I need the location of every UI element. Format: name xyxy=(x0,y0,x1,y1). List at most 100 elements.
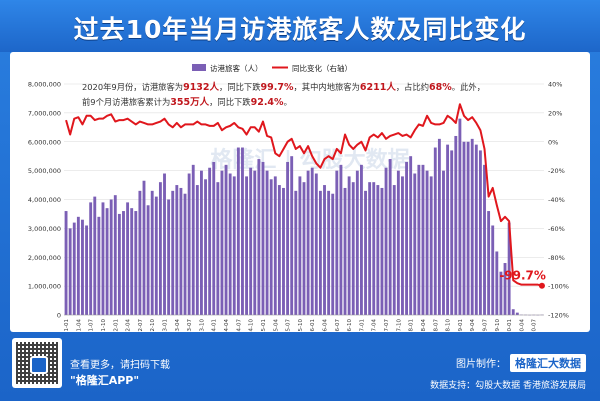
bar xyxy=(380,187,384,315)
bar xyxy=(474,144,478,315)
bar xyxy=(462,141,466,315)
x-tick-label: 2015-07 xyxy=(286,319,292,332)
x-tick-label: 2013-07 xyxy=(187,319,193,332)
x-tick-label: 2017-10 xyxy=(396,319,402,332)
x-tick-label: 2016-01 xyxy=(310,319,316,332)
bar xyxy=(187,173,191,315)
x-tick-label: 2014-01 xyxy=(212,319,218,332)
y-left-tick-label: 6,000,000 xyxy=(28,138,61,146)
bar xyxy=(179,187,183,315)
bar xyxy=(450,150,454,315)
bar xyxy=(269,179,273,315)
bar xyxy=(442,170,445,315)
legend-line-label: 同比变化（右轴） xyxy=(292,63,352,73)
x-tick-label: 2011-10 xyxy=(101,319,107,332)
y-right-tick-label: -40% xyxy=(548,196,565,204)
annotation-highlight: 99.7% xyxy=(261,82,294,93)
bar xyxy=(417,164,421,315)
page-title: 过去10年当月访港旅客人数及同比变化 xyxy=(73,15,527,44)
bar xyxy=(265,170,269,315)
bar xyxy=(388,159,392,315)
x-tick-label: 2018-10 xyxy=(446,319,452,332)
app-name-text: "格隆汇APP" xyxy=(70,374,140,387)
bar xyxy=(126,202,130,315)
yoy-end-point xyxy=(538,282,545,289)
x-tick-label: 2017-01 xyxy=(359,319,365,332)
bar xyxy=(487,211,491,315)
bar xyxy=(122,211,125,315)
bar xyxy=(515,312,519,315)
legend-bar-label: 访港旅客（人） xyxy=(210,63,263,73)
y-left-tick-label: 0 xyxy=(57,312,61,320)
bar xyxy=(150,190,154,315)
yoy-line xyxy=(65,103,543,287)
bar xyxy=(113,195,117,315)
bar xyxy=(339,164,343,315)
y-left-tick-label: 5,000,000 xyxy=(28,167,61,175)
y-right-tick-label: -60% xyxy=(548,225,565,233)
bar xyxy=(396,170,400,315)
x-tick-label: 2011-01 xyxy=(64,319,70,332)
x-tick-label: 2011-04 xyxy=(76,319,82,332)
bar xyxy=(212,161,216,315)
bar xyxy=(360,164,363,315)
bar xyxy=(294,190,298,315)
bar xyxy=(351,182,355,315)
footer: 查看更多，请扫码下载 "格隆汇APP" 图片制作： 格隆汇大数据 数据支持：勾股大… xyxy=(0,332,600,401)
annotation-text: 。 xyxy=(284,97,292,107)
bar xyxy=(466,141,470,315)
y-right-tick-label: 40% xyxy=(548,81,562,89)
bar xyxy=(249,167,253,315)
bar xyxy=(208,167,212,315)
bar xyxy=(117,213,121,315)
annotation-highlight: 9132人 xyxy=(183,81,219,93)
bar xyxy=(483,164,486,315)
chart: 0 1,000,000 2,000,000 3,000,000 4,000,000 5,0… xyxy=(28,63,569,332)
bar xyxy=(318,190,322,315)
yoy-end-label: -99.7% xyxy=(499,269,546,283)
y-left-tick-label: 7,000,000 xyxy=(28,109,61,117)
bar xyxy=(261,161,265,315)
bar xyxy=(314,173,318,315)
x-tick-label: 2019-07 xyxy=(483,319,489,332)
bar xyxy=(401,176,404,315)
x-tick-label: 2020-04 xyxy=(519,319,525,332)
annotation-text: 。此外， xyxy=(452,82,485,92)
bar xyxy=(81,219,84,315)
bar xyxy=(253,170,257,315)
data-source: 数据支持：勾股大数据 香港旅游发展局 xyxy=(430,381,586,391)
bar xyxy=(310,167,314,315)
bar xyxy=(343,187,347,315)
legend-bar-swatch xyxy=(192,64,206,71)
bar xyxy=(409,156,413,315)
bar xyxy=(290,156,294,315)
bar xyxy=(195,185,199,315)
bar xyxy=(241,147,244,315)
bar xyxy=(454,135,458,315)
bar xyxy=(437,138,441,315)
x-tick-label: 2018-07 xyxy=(433,319,439,332)
bar xyxy=(425,170,429,315)
bar xyxy=(282,187,285,315)
y-left-tick-label: 1,000,000 xyxy=(28,283,61,291)
bar xyxy=(183,193,187,315)
bar xyxy=(327,190,331,315)
bar xyxy=(76,216,80,315)
bar xyxy=(89,202,93,315)
x-tick-label: 2018-01 xyxy=(409,319,415,332)
bar xyxy=(158,182,162,315)
bar xyxy=(364,190,367,315)
annotation-text: ，占比约 xyxy=(396,82,429,92)
x-tick-label: 2012-01 xyxy=(113,319,119,332)
y-right-tick-label: 0% xyxy=(548,138,558,146)
bar xyxy=(392,185,396,315)
annotation-text: ，同比下跌 xyxy=(209,97,251,107)
annotation-text: ，其中内地旅客为 xyxy=(294,82,360,92)
bar xyxy=(499,271,503,315)
bar xyxy=(191,164,195,315)
x-tick-label: 2017-04 xyxy=(372,319,378,332)
qr-code[interactable] xyxy=(12,338,62,388)
annotation-line-2: 前9个月访港旅客累计为355万人，同比下跌92.4%。 xyxy=(82,96,292,108)
x-tick-label: 2014-07 xyxy=(236,319,242,332)
bar xyxy=(105,208,109,315)
